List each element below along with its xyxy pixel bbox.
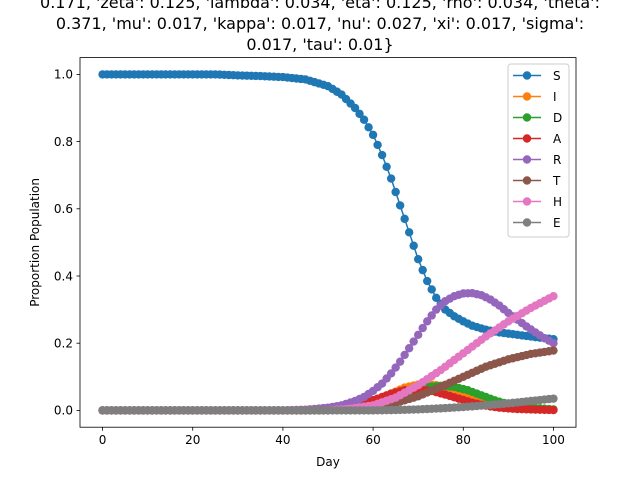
data-point — [368, 130, 378, 140]
data-point — [395, 357, 405, 366]
legend-label: A — [553, 132, 562, 146]
data-point — [350, 103, 360, 113]
x-axis-label: Day — [316, 455, 340, 469]
legend-item-R: R — [513, 153, 561, 167]
legend-item-H: H — [513, 195, 562, 209]
legend-item-I: I — [513, 90, 557, 104]
series-E — [98, 394, 558, 415]
data-point — [364, 123, 373, 132]
y-tick-label: 0.8 — [54, 135, 73, 149]
data-point — [373, 140, 382, 150]
legend-label: I — [553, 90, 557, 104]
data-point — [423, 276, 432, 286]
x-tick-label: 20 — [185, 433, 200, 447]
data-point — [427, 311, 436, 320]
data-point — [413, 330, 423, 339]
plot-frame — [79, 57, 577, 428]
data-point — [386, 174, 396, 183]
y-tick-label: 0.6 — [54, 202, 73, 216]
y-tick-label: 0.2 — [54, 337, 73, 351]
data-point — [418, 323, 427, 333]
data-point — [400, 350, 409, 360]
data-point — [382, 162, 391, 171]
y-axis-label: Proportion Population — [28, 178, 42, 307]
legend-marker — [522, 176, 532, 185]
data-point — [549, 291, 558, 301]
legend-item-A: A — [513, 132, 562, 146]
legend-marker — [522, 71, 532, 80]
data-point — [391, 187, 400, 197]
legend-label: E — [553, 216, 561, 230]
data-point — [404, 344, 414, 353]
legend-label: H — [553, 195, 562, 209]
data-point — [359, 115, 369, 124]
legend-box — [507, 63, 570, 238]
legend-item-D: D — [513, 111, 562, 125]
legend-marker — [522, 197, 532, 206]
y-tick-label: 0.0 — [54, 404, 73, 418]
legend-label: S — [553, 69, 561, 83]
data-point — [549, 339, 558, 348]
legend-marker — [522, 113, 532, 122]
data-point — [404, 228, 414, 237]
y-tick-label: 0.4 — [54, 269, 73, 283]
title-line-1: 0.171, 'zeta': 0.125, 'lambda': 0.034, '… — [40, 0, 600, 12]
legend-label: D — [553, 111, 562, 125]
legend-label: R — [553, 153, 561, 167]
data-point — [432, 293, 441, 303]
title-line-2: 0.371, 'mu': 0.017, 'kappa': 0.017, 'nu'… — [56, 14, 584, 33]
x-tick-label: 100 — [542, 433, 565, 447]
legend-marker — [522, 92, 532, 101]
data-point — [377, 150, 387, 160]
x-tick-label: 0 — [99, 433, 107, 447]
chart-title: 0.171, 'zeta': 0.125, 'lambda': 0.034, '… — [40, 0, 600, 54]
legend-label: T — [552, 174, 561, 188]
data-point — [423, 317, 432, 326]
legend-marker — [522, 155, 532, 164]
legend-item-T: T — [513, 174, 561, 188]
data-point — [549, 405, 558, 415]
data-point — [355, 109, 364, 119]
y-axis-ticks: 0.0 0.2 0.4 0.6 0.8 1.0 — [54, 68, 80, 418]
legend-marker — [522, 218, 532, 227]
data-point — [549, 346, 558, 355]
legend-marker — [522, 134, 532, 143]
data-point — [427, 285, 436, 294]
x-tick-label: 80 — [456, 433, 471, 447]
data-point — [418, 265, 427, 275]
data-point — [549, 394, 558, 403]
title-line-3: 0.017, 'tau': 0.01} — [246, 35, 393, 54]
data-point — [386, 369, 396, 378]
x-tick-label: 60 — [365, 433, 380, 447]
data-point — [391, 363, 400, 372]
data-point — [409, 241, 418, 250]
data-point — [395, 201, 405, 210]
data-point — [400, 214, 409, 224]
legend-item-S: S — [513, 69, 561, 83]
y-tick-label: 1.0 — [54, 68, 73, 82]
x-tick-label: 40 — [275, 433, 290, 447]
data-point — [409, 337, 418, 346]
legend-item-E: E — [513, 216, 561, 230]
x-axis-ticks: 0 20 40 60 80 100 — [99, 427, 565, 447]
series-layer — [98, 70, 558, 415]
data-point — [413, 255, 423, 264]
